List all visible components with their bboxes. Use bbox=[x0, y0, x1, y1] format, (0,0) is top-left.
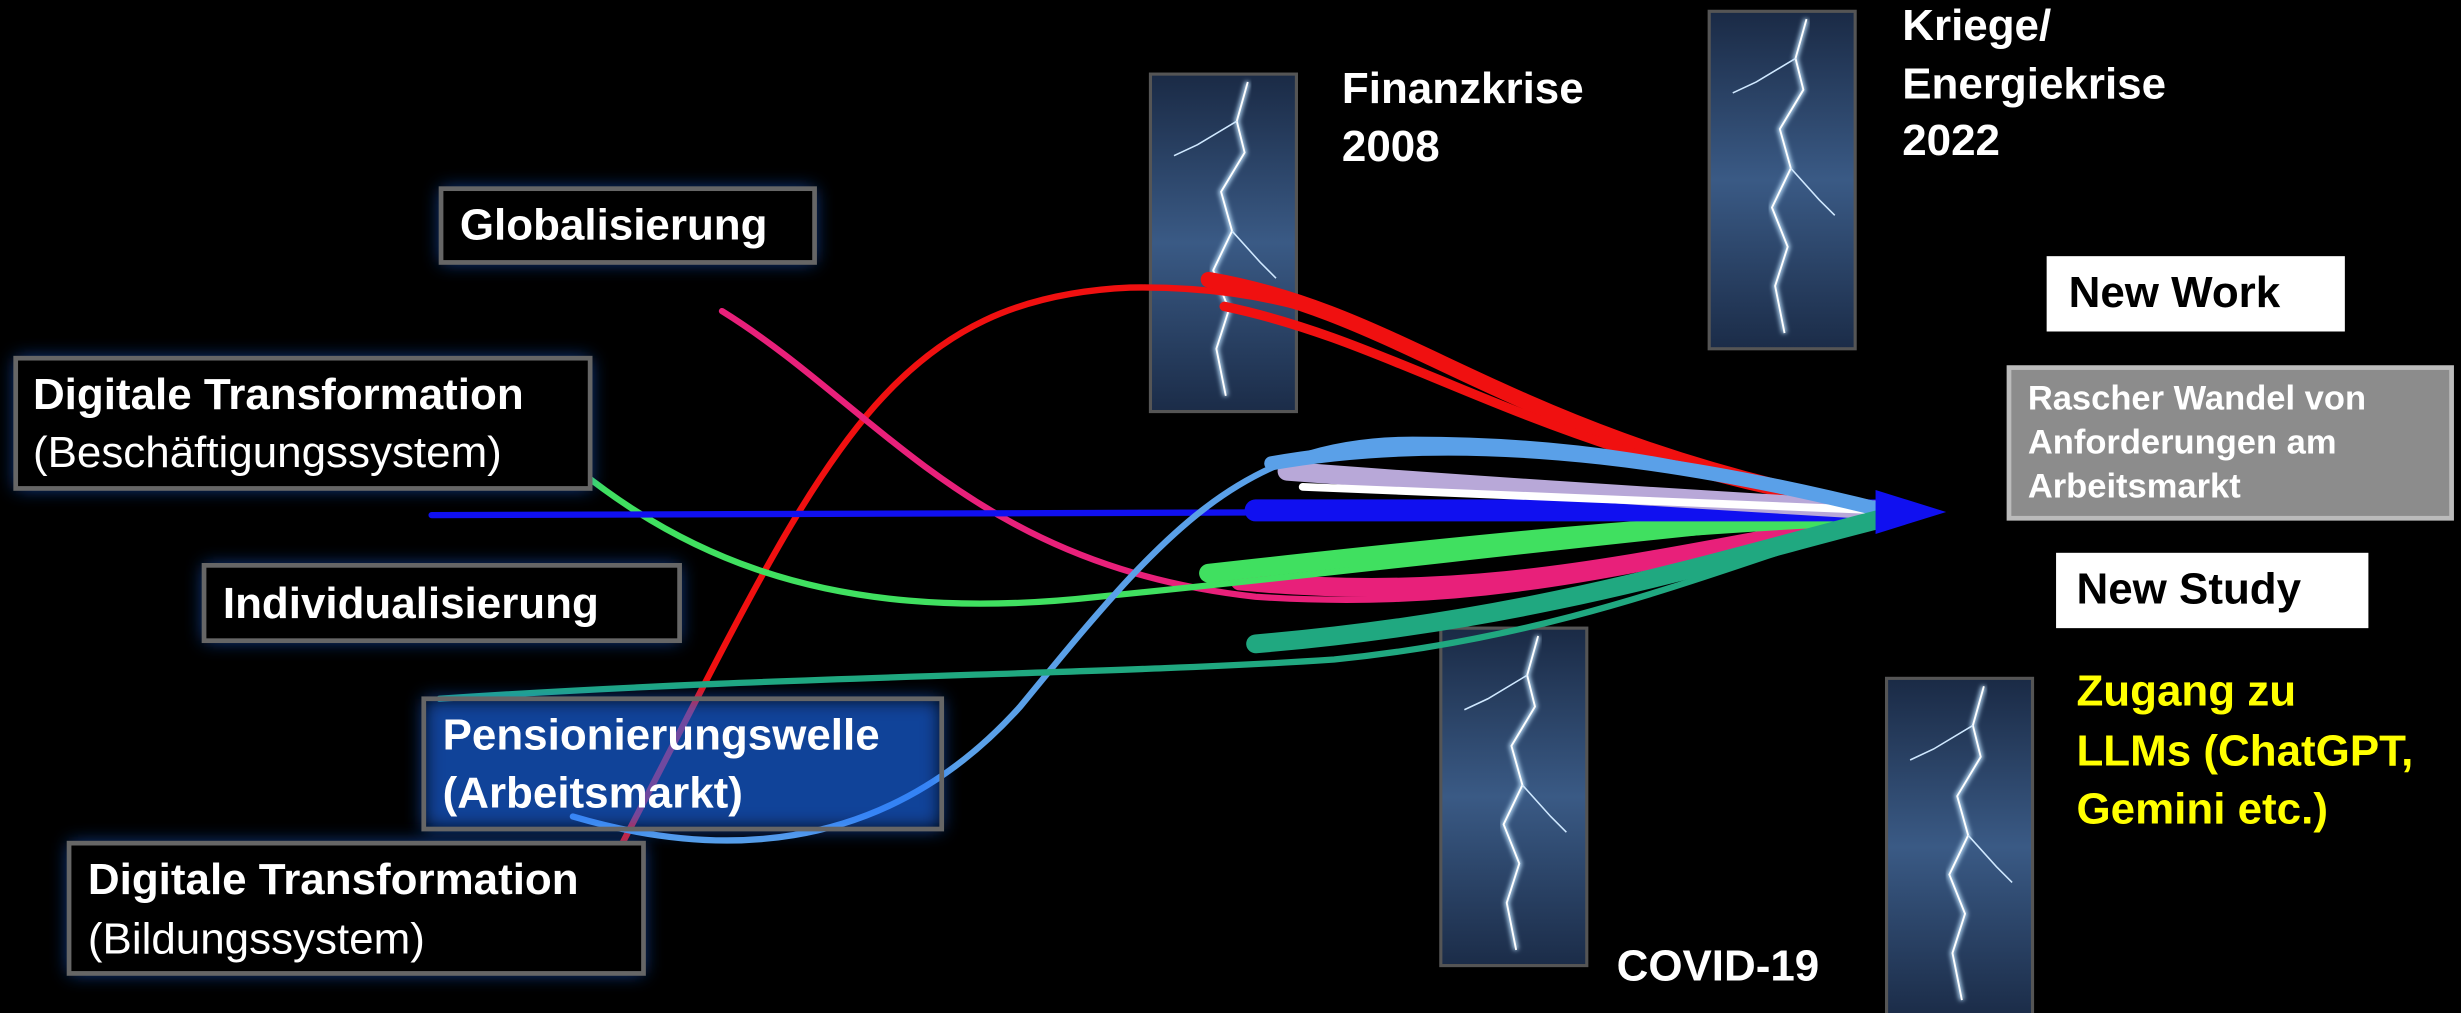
outcome-box bbox=[2046, 256, 2345, 332]
outcome-box bbox=[2006, 365, 2454, 521]
outcome-label: Rascher Wandel von bbox=[2028, 380, 2366, 418]
outcome-label: New Work bbox=[2069, 268, 2281, 317]
crisis-labels: Finanzkrise 2008 Kriege/ Energiekrise 20… bbox=[1342, 1, 2413, 990]
driver-labels: Globalisierung Digitale Transformation (… bbox=[33, 201, 880, 964]
driver-sublabel: (Beschäftigungssystem) bbox=[33, 428, 502, 477]
crisis-label: 2008 bbox=[1342, 122, 1440, 171]
crisis-label: Zugang zu bbox=[2076, 667, 2296, 716]
driver-label: Globalisierung bbox=[460, 201, 768, 250]
crisis-label: 2022 bbox=[1902, 116, 2000, 165]
outcome-label: Anforderungen am bbox=[2028, 424, 2337, 462]
flows bbox=[428, 271, 1947, 852]
crisis-label: COVID-19 bbox=[1617, 941, 1820, 990]
outcomes: New Work Rascher Wandel von Anforderunge… bbox=[2006, 256, 2454, 629]
driver-label: Digitale Transformation bbox=[33, 370, 524, 419]
crisis-label: Gemini etc.) bbox=[2076, 784, 2327, 833]
driver-label: Digitale Transformation bbox=[88, 855, 579, 904]
driver-sublabel: (Arbeitsmarkt) bbox=[443, 769, 743, 818]
crisis-label: Finanzkrise bbox=[1342, 64, 1584, 113]
crisis-label: LLMs (ChatGPT, bbox=[2076, 726, 2413, 775]
outcome-label: Arbeitsmarkt bbox=[2028, 468, 2241, 506]
outcome-label: New Study bbox=[2076, 565, 2301, 614]
driver-boxes bbox=[13, 186, 945, 976]
driver-sublabel: (Bildungssystem) bbox=[88, 915, 425, 964]
crisis-label: Energiekrise bbox=[1902, 59, 2166, 108]
driver-label: Pensionierungswelle bbox=[443, 711, 880, 760]
crisis-label: Kriege/ bbox=[1902, 1, 2051, 50]
driver-label: Individualisierung bbox=[223, 579, 599, 628]
outcome-box bbox=[2056, 552, 2369, 629]
